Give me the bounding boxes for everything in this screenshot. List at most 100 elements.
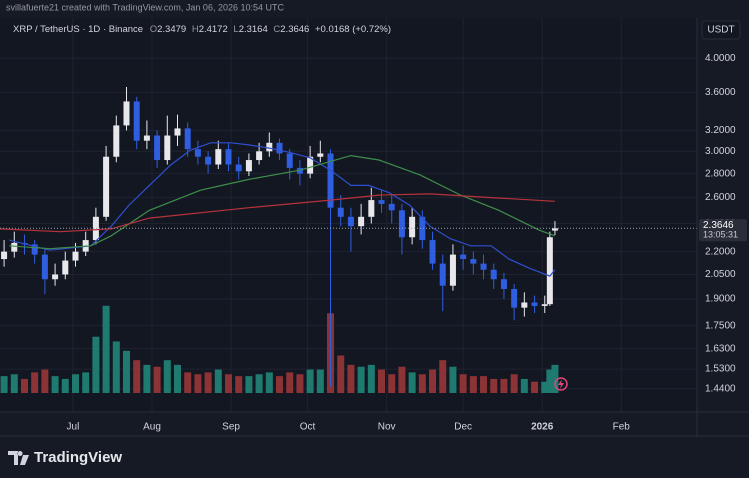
x-tick-label: Nov	[378, 422, 396, 433]
candle-body	[388, 203, 395, 211]
ohlc-value: 2.3646	[280, 24, 309, 35]
candle-body	[541, 304, 548, 306]
volume-bar	[143, 364, 151, 393]
volume-bar	[20, 378, 28, 393]
candle-body	[307, 156, 314, 174]
volume-bar	[92, 336, 100, 393]
candle-body	[419, 216, 426, 241]
volume-bar	[174, 364, 182, 393]
candle-body	[358, 216, 365, 227]
volume-bar	[112, 341, 120, 393]
currency: USDT	[707, 25, 734, 36]
volume-bar	[71, 374, 79, 393]
y-tick-label: 2.8000	[705, 168, 736, 179]
countdown: 13:05:31	[703, 230, 738, 240]
candle-body	[276, 142, 283, 154]
price-label: 2.3646	[703, 220, 734, 231]
volume-bar	[357, 366, 365, 393]
ohlc-label: C	[273, 24, 280, 35]
volume-bar	[51, 376, 59, 393]
x-tick-label: Dec	[454, 422, 472, 433]
candle-body	[245, 160, 252, 172]
moving-average	[9, 142, 556, 277]
candle-body	[531, 302, 538, 306]
volume-bar	[490, 378, 498, 393]
volume-bar	[225, 374, 233, 393]
x-tick-label: Feb	[613, 422, 631, 433]
volume-bar	[418, 374, 426, 393]
volume-bar	[449, 366, 457, 393]
volume-bar	[102, 305, 110, 393]
candle-body	[286, 153, 293, 168]
candle-layer	[1, 86, 558, 387]
volume-bar	[286, 372, 294, 393]
candle-body	[500, 279, 507, 289]
moving-average	[0, 193, 555, 233]
candle-body	[174, 128, 181, 136]
candle-body	[368, 200, 375, 217]
volume-bar	[276, 376, 284, 393]
volume-bar	[378, 369, 386, 393]
volume-bar	[41, 369, 49, 393]
volume-bar	[520, 378, 528, 393]
volume-bar	[541, 381, 549, 393]
volume-bar	[31, 372, 39, 393]
event-bolt	[558, 379, 564, 389]
volume-bar	[163, 360, 171, 393]
candle-body	[490, 269, 497, 280]
volume-bar	[531, 381, 539, 393]
candle-body	[164, 135, 171, 161]
candle-body	[337, 207, 344, 217]
candle-body	[194, 149, 201, 157]
candle-body	[449, 254, 456, 286]
volume-bar	[235, 376, 243, 393]
candle-body	[511, 288, 518, 308]
volume-bar	[398, 366, 406, 393]
candle-body	[235, 164, 242, 172]
volume-bar	[153, 366, 161, 393]
legend: XRP / TetherUS · 1D · Binance O2.3479 H2…	[13, 24, 391, 35]
candle-body	[154, 135, 161, 161]
volume-bar	[439, 360, 447, 393]
moving-average	[9, 154, 556, 250]
volume-bar	[306, 369, 314, 393]
y-tick-label: 3.6000	[705, 87, 736, 98]
volume-bar	[194, 374, 202, 393]
y-tick-label: 2.0500	[705, 269, 736, 280]
candle-body	[52, 274, 59, 280]
volume-bar	[546, 369, 554, 393]
volume-bar	[337, 355, 345, 393]
candle-body	[143, 135, 150, 141]
volume-bar	[296, 374, 304, 393]
candle-body	[103, 156, 110, 217]
candle-body	[113, 125, 120, 157]
volume-bar	[255, 374, 263, 393]
y-tick-label: 2.2000	[705, 246, 736, 257]
candle-body	[266, 142, 273, 152]
y-tick-label: 1.4400	[705, 383, 736, 394]
candle-body	[72, 251, 79, 261]
currency-box[interactable]	[701, 20, 741, 40]
volume-bar	[122, 350, 130, 393]
candle-body	[123, 101, 130, 126]
volume-bar	[459, 374, 467, 393]
credit: svillafuerte21 created with TradingView.…	[6, 2, 284, 12]
y-tick-label: 1.6300	[705, 343, 736, 354]
volume-bar	[214, 369, 222, 393]
volume-bar	[245, 376, 253, 393]
candle-body	[31, 244, 38, 255]
candle-body	[378, 200, 385, 204]
logo-mark	[8, 451, 29, 465]
volume-bar	[388, 374, 396, 393]
candle-body	[256, 151, 263, 161]
candle-body	[92, 216, 99, 241]
candle-body	[429, 240, 436, 264]
y-tick-label: 3.0000	[705, 146, 736, 157]
y-tick-label: 1.7500	[705, 320, 736, 331]
event-icon[interactable]	[554, 377, 568, 391]
volume-bar	[0, 376, 8, 393]
y-tick-label: 3.2000	[705, 125, 736, 136]
volume-bar	[316, 369, 324, 393]
candle-body	[62, 260, 69, 275]
candle-body	[470, 259, 477, 264]
